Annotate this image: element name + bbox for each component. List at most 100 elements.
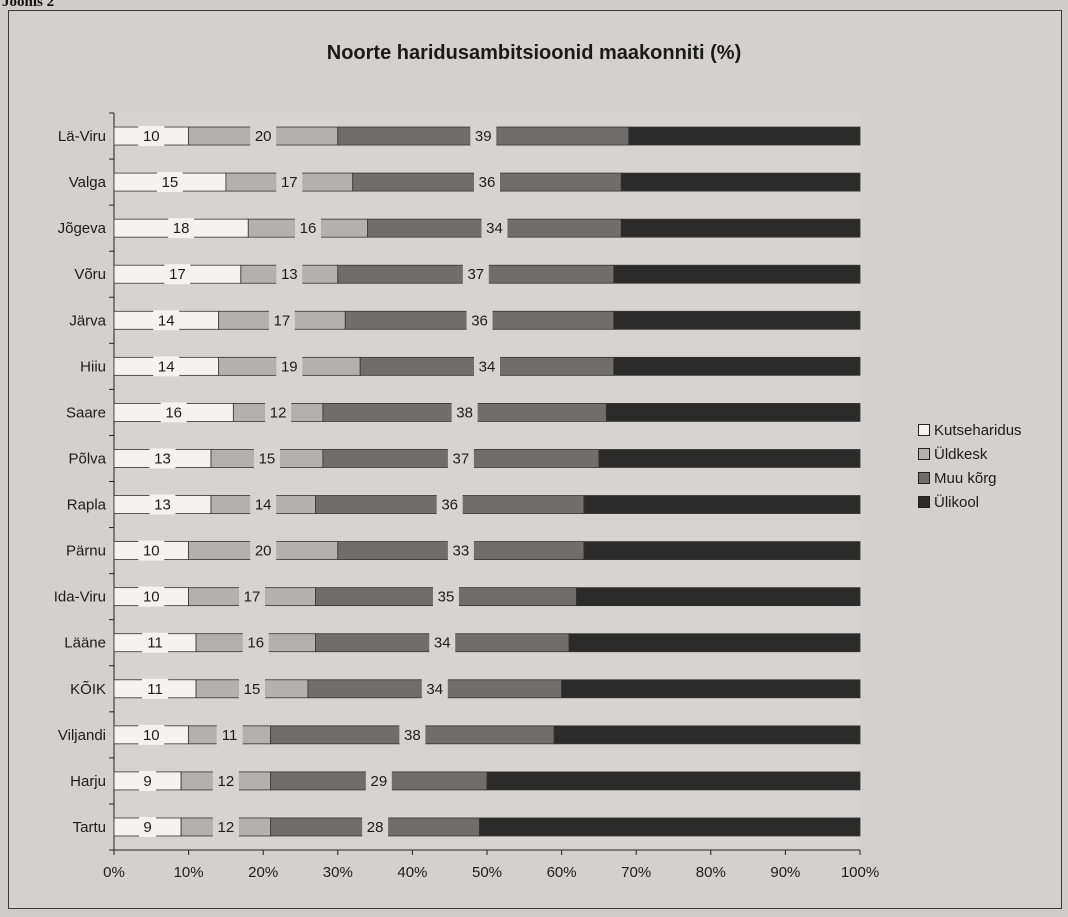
data-label-bg xyxy=(474,172,500,193)
data-label-bg xyxy=(138,540,165,561)
data-label-muu-korg: 33 xyxy=(453,543,470,560)
legend-item-muu-korg: Muu kõrg xyxy=(918,466,1022,490)
data-label-kutseharidus: 13 xyxy=(154,450,171,467)
data-label-kutseharidus: 11 xyxy=(147,681,163,698)
bar-segment-ulikool xyxy=(613,310,861,330)
bar-segment-ulikool xyxy=(620,218,861,238)
data-label-muu-korg: 38 xyxy=(456,404,473,421)
category-label: Järva xyxy=(69,312,106,329)
data-label-muu-korg: 34 xyxy=(434,635,451,652)
data-label-bg xyxy=(153,356,180,377)
chart-legend: Kutseharidus Üldkesk Muu kõrg Ülikool xyxy=(918,418,1022,514)
bar-segment-ulikool xyxy=(613,356,861,376)
data-label-bg xyxy=(432,586,459,607)
data-label-bg xyxy=(429,632,456,653)
data-label-bg xyxy=(362,816,389,837)
data-label-uldkesk: 16 xyxy=(247,635,264,652)
x-tick-label: 90% xyxy=(770,864,800,881)
category-label: Jõgeva xyxy=(58,220,107,237)
legend-label-muu-korg: Muu kõrg xyxy=(934,469,997,487)
data-label-muu-korg: 36 xyxy=(479,174,496,191)
data-label-uldkesk: 12 xyxy=(270,404,287,421)
legend-swatch-muu-korg xyxy=(918,472,930,484)
data-label-kutseharidus: 14 xyxy=(158,312,175,329)
data-label-bg xyxy=(466,310,493,331)
category-label: Hiiu xyxy=(80,358,106,375)
data-label-kutseharidus: 13 xyxy=(154,497,171,514)
data-label-kutseharidus: 16 xyxy=(165,404,182,421)
data-label-bg xyxy=(470,126,497,147)
figure-caption: Joonis 2 xyxy=(2,0,55,10)
category-label: Tartu xyxy=(73,819,106,836)
data-label-muu-korg: 28 xyxy=(367,819,384,836)
data-label-uldkesk: 15 xyxy=(259,450,276,467)
legend-label-ulikool: Ülikool xyxy=(934,493,980,511)
data-label-bg xyxy=(149,448,176,469)
x-tick-label: 70% xyxy=(621,864,651,881)
data-label-bg xyxy=(265,402,292,423)
data-label-kutseharidus: 14 xyxy=(158,358,175,375)
bar-segment-ulikool xyxy=(620,172,861,192)
data-label-bg xyxy=(462,264,489,285)
category-label: Harju xyxy=(70,773,106,790)
data-label-bg xyxy=(276,264,303,285)
data-label-kutseharidus: 9 xyxy=(143,773,151,790)
data-label-bg xyxy=(168,218,195,239)
data-label-kutseharidus: 11 xyxy=(147,635,163,652)
data-label-bg xyxy=(481,218,508,239)
data-label-bg xyxy=(212,816,239,837)
data-label-bg xyxy=(250,540,277,561)
bar-segment-ulikool xyxy=(561,679,861,699)
data-label-bg xyxy=(239,678,266,699)
bar-segment-ulikool xyxy=(583,495,861,514)
data-label-bg xyxy=(138,126,165,147)
data-label-uldkesk: 19 xyxy=(281,358,298,375)
data-label-bg xyxy=(447,448,474,469)
data-label-bg xyxy=(294,218,321,239)
category-label: Saare xyxy=(66,404,106,421)
data-label-bg xyxy=(156,172,183,193)
data-label-bg xyxy=(139,816,157,837)
x-tick-label: 10% xyxy=(174,864,204,881)
data-label-kutseharidus: 17 xyxy=(169,266,186,283)
data-label-bg xyxy=(164,264,191,285)
bar-segment-ulikool xyxy=(486,771,861,791)
data-label-bg xyxy=(276,356,303,377)
data-label-bg xyxy=(399,724,426,745)
data-label-uldkesk: 12 xyxy=(218,773,235,790)
category-label: Võru xyxy=(74,266,106,283)
legend-item-ulikool: Ülikool xyxy=(918,490,1022,514)
data-label-bg xyxy=(242,632,269,653)
category-label: Rapla xyxy=(67,497,107,514)
bar-segment-ulikool xyxy=(553,725,861,745)
x-tick-label: 50% xyxy=(472,864,502,881)
data-label-uldkesk: 13 xyxy=(281,266,298,283)
data-label-uldkesk: 20 xyxy=(255,128,272,145)
category-label: Põlva xyxy=(68,450,106,467)
legend-item-uldkesk: Üldkesk xyxy=(918,442,1022,466)
chart-title: Noorte haridusambitsioonid maakonniti (%… xyxy=(326,42,742,64)
category-label: Lääne xyxy=(64,635,106,652)
data-label-uldkesk: 11 xyxy=(222,727,238,744)
bar-segment-ulikool xyxy=(605,403,861,422)
data-label-bg xyxy=(253,448,280,469)
data-label-uldkesk: 20 xyxy=(255,543,272,560)
bar-segment-ulikool xyxy=(568,633,861,653)
data-label-bg xyxy=(250,494,277,515)
data-label-kutseharidus: 10 xyxy=(143,727,160,744)
x-tick-label: 80% xyxy=(696,864,726,881)
data-label-muu-korg: 34 xyxy=(486,220,503,237)
data-label-bg xyxy=(142,632,169,653)
data-label-bg xyxy=(138,586,165,607)
data-label-kutseharidus: 10 xyxy=(143,128,160,145)
category-label: Ida-Viru xyxy=(54,589,106,606)
data-label-uldkesk: 15 xyxy=(244,681,261,698)
data-label-bg xyxy=(436,494,463,515)
data-label-muu-korg: 38 xyxy=(404,727,421,744)
data-label-bg xyxy=(276,172,303,193)
data-label-uldkesk: 17 xyxy=(274,312,291,329)
data-label-muu-korg: 37 xyxy=(453,450,470,467)
data-label-bg xyxy=(160,402,187,423)
category-label: Lä-Viru xyxy=(58,128,106,145)
legend-swatch-kutseharidus xyxy=(918,424,930,436)
